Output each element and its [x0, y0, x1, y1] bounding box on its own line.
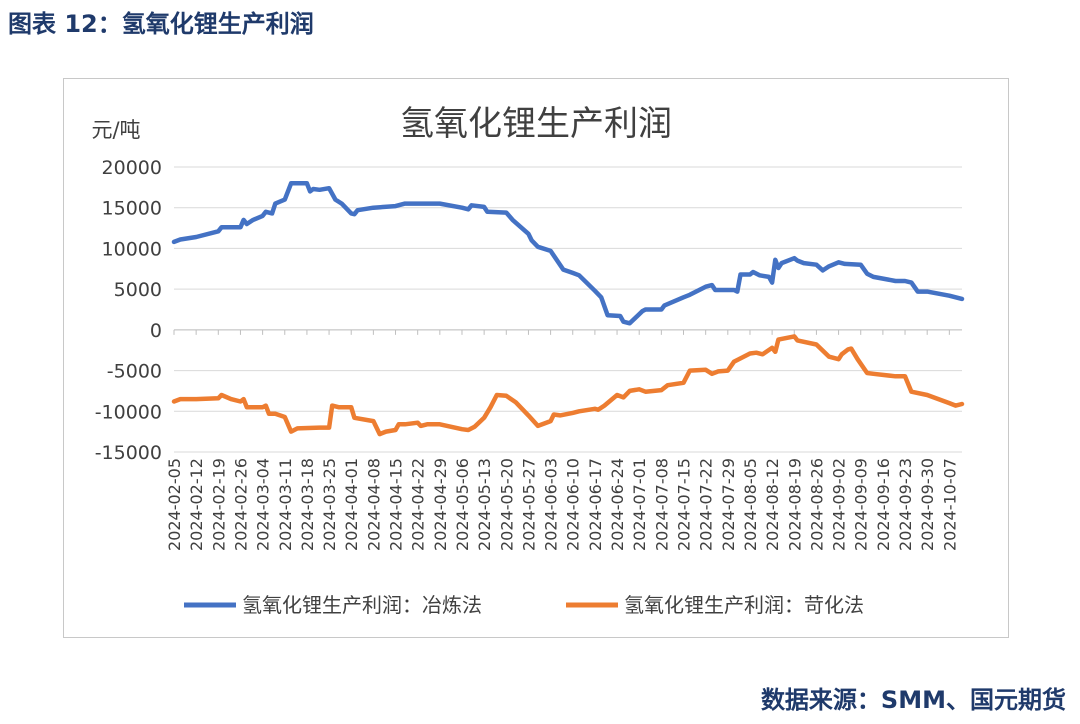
x-tick-label: 2024-08-12 — [763, 458, 782, 551]
x-tick-label: 2024-04-01 — [342, 458, 361, 551]
y-tick-label: 15000 — [102, 198, 162, 220]
y-axis-tick-labels: 20000 15000 10000 5000 0 -5000 -10000 -15000 — [95, 157, 162, 464]
x-axis: 2024-02-05 2024-02-12 2024-02-19 2024-02-26… — [165, 329, 962, 551]
x-tick-label: 2024-05-27 — [519, 458, 538, 551]
series-lines — [171, 181, 965, 437]
x-tick-label: 2024-02-05 — [165, 458, 184, 551]
x-tick-label: 2024-04-08 — [364, 458, 383, 551]
x-tick-label: 2024-07-01 — [630, 458, 649, 551]
figure-caption: 图表 12：氢氧化锂生产利润 — [8, 10, 314, 38]
series-line-causticization — [171, 334, 965, 437]
x-tick-label: 2024-06-03 — [542, 458, 561, 551]
x-tick-label: 2024-06-10 — [564, 458, 583, 551]
gridlines — [174, 166, 962, 453]
x-tick-label: 2024-09-30 — [918, 458, 937, 551]
y-tick-label: 20000 — [102, 157, 162, 179]
x-tick-label: 2024-07-08 — [652, 458, 671, 551]
x-tick-label: 2024-09-09 — [852, 458, 871, 551]
y-tick-label: 10000 — [102, 238, 162, 260]
chart-frame: 氢氧化锂生产利润 元/吨 20000 15000 10000 5000 0 -5000 -1… — [63, 78, 1009, 638]
x-tick-label: 2024-08-19 — [785, 458, 804, 551]
legend: 氢氧化锂生产利润：冶炼法 氢氧化锂生产利润：苛化法 — [184, 593, 864, 617]
x-tick-label: 2024-02-12 — [187, 458, 206, 551]
legend-label: 氢氧化锂生产利润：苛化法 — [624, 593, 864, 617]
x-tick-label: 2024-09-02 — [830, 458, 849, 551]
x-tick-label: 2024-03-18 — [298, 458, 317, 551]
x-tick-label: 2024-05-20 — [497, 458, 516, 551]
x-tick-label: 2024-08-05 — [741, 458, 760, 551]
y-tick-label: -10000 — [95, 401, 162, 423]
y-axis-unit-label: 元/吨 — [91, 118, 140, 142]
x-tick-label: 2024-08-26 — [807, 458, 826, 551]
y-tick-label: 0 — [150, 320, 162, 342]
x-tick-label: 2024-04-29 — [431, 458, 450, 551]
x-tick-label: 2024-09-23 — [896, 458, 915, 551]
series-line-smelting — [171, 181, 965, 326]
x-tick-label: 2024-05-13 — [475, 458, 494, 551]
y-tick-label: -5000 — [107, 361, 162, 383]
x-tick-label: 2024-03-04 — [254, 458, 273, 551]
x-tick-label: 2024-07-29 — [719, 458, 738, 551]
x-tick-label: 2024-06-24 — [608, 458, 627, 551]
y-tick-label: 5000 — [114, 279, 162, 301]
source-note: 数据来源：SMM、国元期货 — [760, 686, 1066, 714]
x-tick-label: 2024-04-22 — [409, 458, 428, 551]
x-tick-label: 2024-07-22 — [697, 458, 716, 551]
chart-title: 氢氧化锂生产利润 — [400, 104, 672, 144]
x-tick-label: 2024-03-25 — [320, 458, 339, 551]
x-tick-label: 2024-04-15 — [387, 458, 406, 551]
x-tick-label: 2024-06-17 — [586, 458, 605, 551]
y-tick-label: -15000 — [95, 442, 162, 464]
x-tick-label: 2024-02-26 — [231, 458, 250, 551]
x-tick-label: 2024-07-15 — [675, 458, 694, 551]
x-tick-label: 2024-03-11 — [276, 458, 295, 551]
x-tick-label: 2024-02-19 — [209, 458, 228, 551]
legend-label: 氢氧化锂生产利润：冶炼法 — [242, 593, 482, 617]
line-chart: 氢氧化锂生产利润 元/吨 20000 15000 10000 5000 0 -5000 -1… — [91, 104, 965, 617]
x-tick-label: 2024-05-06 — [453, 458, 472, 551]
x-tick-label: 2024-09-16 — [874, 458, 893, 551]
x-tick-label: 2024-10-07 — [940, 458, 959, 551]
